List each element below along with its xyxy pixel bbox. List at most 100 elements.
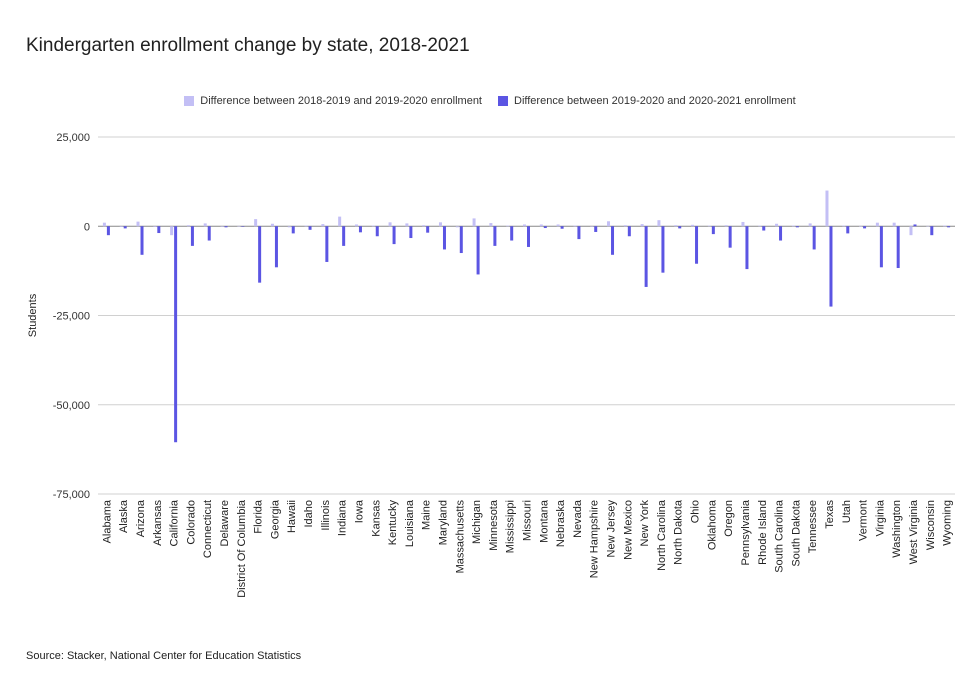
category-label: Rhode Island [757, 500, 769, 565]
category-label: Mississippi [505, 500, 517, 553]
source-note: Source: Stacker, National Center for Edu… [26, 650, 302, 662]
bar-series-2-kentucky [392, 226, 396, 245]
bar-series-1-georgia [270, 223, 274, 227]
category-label: Wyoming [942, 500, 954, 546]
bar-series-2-arkansas [157, 226, 161, 234]
bar-series-1-pennsylvania [741, 221, 745, 227]
bar-series-1-florida [254, 219, 258, 227]
bar-series-1-district-of-columbia [237, 225, 241, 227]
bar-series-1-new-hampshire [590, 226, 594, 227]
bar-series-2-maryland [442, 226, 446, 250]
bar-series-2-utah [846, 226, 850, 234]
bar-series-1-connecticut [203, 223, 207, 227]
category-label: Ohio [690, 500, 702, 523]
bar-series-2-district-of-columbia [241, 226, 245, 227]
category-label: South Carolina [774, 499, 786, 573]
bar-series-1-virginia [875, 222, 879, 227]
bar-series-2-north-dakota [678, 226, 682, 229]
category-label: Delaware [219, 500, 231, 546]
category-label: New Hampshire [589, 500, 601, 578]
bar-series-2-california [174, 226, 178, 443]
bar-series-1-illinois [321, 224, 325, 227]
category-label: Oregon [723, 500, 735, 537]
bar-series-1-oregon [724, 225, 728, 227]
category-label: Connecticut [202, 500, 214, 558]
bar-series-1-new-mexico [623, 225, 627, 227]
bar-series-2-minnesota [493, 226, 497, 246]
category-label: Wisconsin [925, 500, 937, 550]
bar-series-1-south-carolina [775, 223, 779, 227]
category-label: West Virginia [908, 499, 920, 564]
category-label: Arkansas [152, 500, 164, 546]
bar-series-2-south-dakota [795, 226, 799, 228]
category-label: Kentucky [387, 500, 399, 546]
bar-series-1-michigan [472, 218, 476, 227]
bar-series-1-hawaii [287, 226, 291, 228]
category-label: Iowa [353, 499, 365, 523]
bar-series-1-iowa [354, 224, 358, 227]
bar-series-2-illinois [325, 226, 329, 262]
chart-title: Kindergarten enrollment change by state,… [26, 35, 470, 56]
bar-series-2-alabama [106, 226, 110, 236]
bar-series-2-nebraska [560, 226, 564, 229]
bar-series-2-idaho [308, 226, 312, 230]
category-label: Illinois [320, 500, 332, 531]
bar-series-2-virginia [879, 226, 883, 268]
bar-series-2-rhode-island [762, 226, 766, 231]
category-label: North Dakota [673, 499, 685, 565]
bar-series-2-wisconsin [930, 226, 934, 236]
category-label: Maine [421, 500, 433, 530]
bar-series-1-minnesota [489, 223, 493, 227]
category-label: Louisiana [404, 499, 416, 547]
bar-series-1-ohio [691, 224, 695, 227]
bar-series-2-north-carolina [661, 226, 665, 273]
bar-series-1-massachusetts [455, 226, 459, 228]
category-labels: Alabama Alaska Arizona Arkansas California Co… [101, 499, 953, 598]
bar-series-2-montana [543, 226, 547, 229]
bar-series-1-maryland [438, 222, 442, 227]
bar-series-1-washington [892, 222, 896, 227]
category-label: New York [639, 500, 651, 547]
bar-series-1-texas [825, 190, 829, 227]
category-label: Alabama [101, 499, 113, 543]
bar-series-2-nevada [577, 226, 581, 240]
legend-swatch-series-1 [184, 96, 195, 106]
bar-series-2-kansas [375, 226, 379, 237]
bar-series-1-california [170, 226, 174, 236]
bar-series-1-montana [539, 224, 543, 227]
bar-series-2-iowa [358, 226, 362, 233]
category-label: Vermont [858, 500, 870, 541]
category-label: Arizona [135, 499, 147, 537]
bar-series-1-new-york [640, 224, 644, 227]
bar-series-2-florida [258, 226, 262, 283]
category-label: Georgia [269, 499, 281, 539]
bar-series-2-texas [829, 226, 833, 307]
y-tick-label: -50,000 [53, 400, 90, 412]
bar-series-2-louisiana [409, 226, 413, 239]
bar-series-2-new-york [644, 226, 648, 287]
bar-series-1-alaska [119, 226, 123, 227]
bar-series-2-georgia [274, 226, 278, 268]
category-label: Kansas [370, 500, 382, 537]
bar-series-2-massachusetts [459, 226, 463, 254]
bar-series-2-vermont [863, 226, 867, 229]
bar-series-2-ohio [695, 226, 699, 264]
bar-series-1-kentucky [388, 222, 392, 227]
bar-series-1-idaho [304, 225, 308, 227]
bar-series-1-new-jersey [607, 221, 611, 227]
bar-series-2-west-virginia [913, 224, 917, 227]
category-label: Nevada [572, 499, 584, 538]
y-tick-label: -75,000 [53, 489, 90, 501]
bar-series-1-louisiana [405, 223, 409, 227]
category-label: Colorado [185, 500, 197, 545]
bar-series-2-oregon [728, 226, 732, 248]
bar-series-2-indiana [342, 226, 346, 246]
bar-series-1-oklahoma [707, 225, 711, 227]
bar-series-1-north-carolina [657, 220, 661, 227]
category-label: South Dakota [790, 499, 802, 567]
category-label: Texas [824, 500, 836, 529]
bar-series-1-nebraska [556, 224, 560, 227]
category-label: Missouri [522, 500, 534, 541]
bar-series-2-new-jersey [611, 226, 615, 255]
